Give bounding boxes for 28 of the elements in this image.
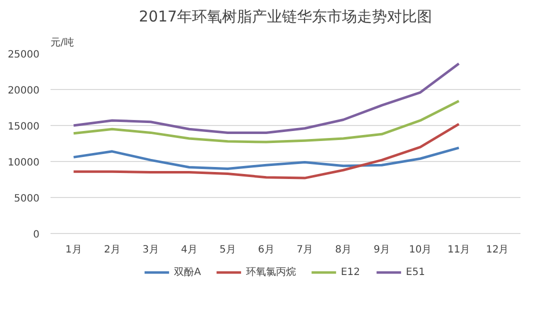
x-tick-label: 5月 bbox=[220, 244, 236, 256]
chart-title: 2017年环氧树脂产业链华东市场走势对比图 bbox=[138, 8, 432, 26]
y-tick-label: 15000 bbox=[8, 122, 40, 132]
x-tick-label: 4月 bbox=[181, 244, 198, 256]
y-tick-label: 0 bbox=[33, 230, 40, 240]
x-tick-label: 3月 bbox=[142, 244, 159, 256]
legend-label: E51 bbox=[406, 266, 426, 278]
x-tick-label: 10月 bbox=[408, 244, 432, 256]
legend-label: E12 bbox=[340, 266, 361, 278]
x-tick-label: 6月 bbox=[258, 244, 274, 256]
x-tick-label: 11月 bbox=[448, 244, 470, 256]
legend-label: 环氧氯丙烷 bbox=[246, 266, 296, 279]
line-series bbox=[72, 100, 460, 144]
x-tick-label: 8月 bbox=[335, 244, 352, 256]
y-tick-label: 10000 bbox=[8, 158, 40, 168]
x-tick-label: 1月 bbox=[65, 244, 82, 256]
x-tick-label: 12月 bbox=[486, 244, 509, 256]
x-tick-label: 7月 bbox=[296, 244, 313, 256]
y-tick-label: 20000 bbox=[8, 86, 40, 96]
legend-label: 双酚A bbox=[174, 266, 201, 279]
y-tick-label: 5000 bbox=[14, 194, 40, 204]
line-series bbox=[72, 62, 460, 134]
x-tick-label: 9月 bbox=[374, 244, 390, 256]
line-series bbox=[72, 146, 460, 170]
line-series bbox=[72, 122, 460, 180]
x-tick-label: 2月 bbox=[104, 244, 120, 256]
y-tick-label: 25000 bbox=[8, 50, 40, 60]
y-axis-title: 元/吨 bbox=[50, 36, 74, 48]
